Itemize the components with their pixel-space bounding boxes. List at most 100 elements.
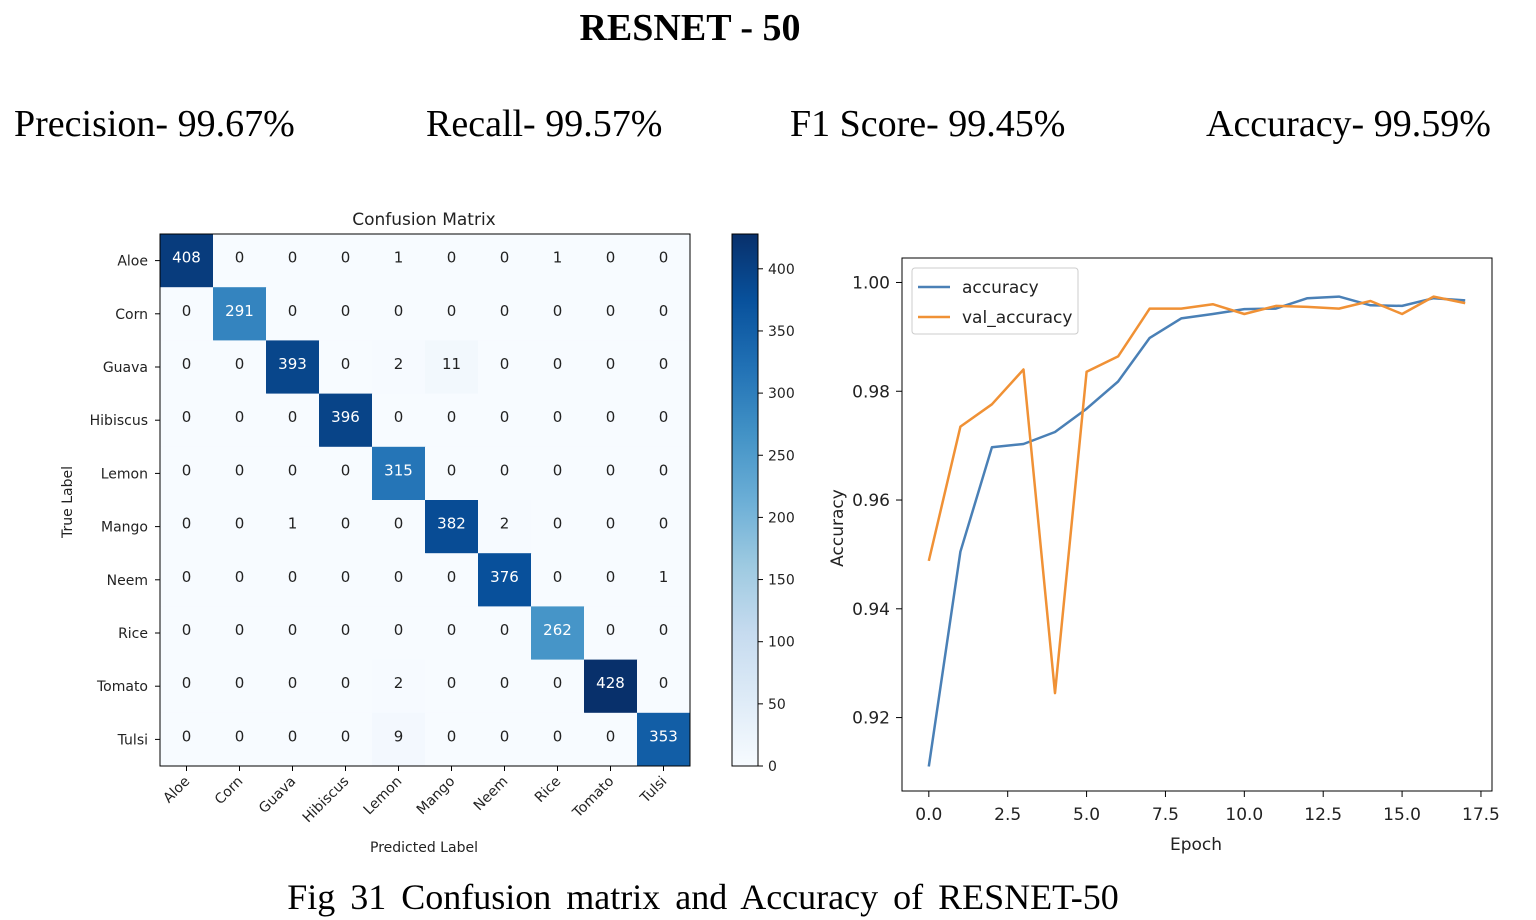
cm-value-aloe-lemon: 1 bbox=[394, 249, 404, 267]
cm-value-hibiscus-corn: 0 bbox=[235, 408, 245, 426]
cm-value-lemon-rice: 0 bbox=[553, 461, 563, 479]
cm-xtick-rice: Rice bbox=[532, 774, 564, 806]
cm-cell-mango-aloe bbox=[160, 500, 214, 554]
cm-cell-mango-mango bbox=[425, 500, 479, 554]
cm-value-tulsi-tomato: 0 bbox=[606, 727, 616, 745]
accuracy-xtick-5-0: 5.0 bbox=[1073, 805, 1100, 825]
cm-value-hibiscus-lemon: 0 bbox=[394, 408, 404, 426]
cm-cell-neem-corn bbox=[213, 553, 267, 607]
cm-value-aloe-aloe: 408 bbox=[172, 249, 201, 267]
cm-cell-tomato-neem bbox=[478, 659, 532, 714]
cm-value-tomato-rice: 0 bbox=[553, 674, 563, 692]
cm-cell-rice-tomato bbox=[584, 606, 638, 661]
cm-value-corn-tulsi: 0 bbox=[659, 302, 669, 320]
cm-value-hibiscus-neem: 0 bbox=[500, 408, 510, 426]
cm-cell-tulsi-aloe bbox=[160, 712, 214, 767]
cm-cell-rice-rice bbox=[531, 606, 585, 661]
cm-cell-neem-tomato bbox=[584, 553, 638, 607]
cm-cell-neem-tulsi bbox=[637, 553, 691, 607]
cm-cell-lemon-tomato bbox=[584, 446, 638, 501]
colorbar-tick-250: 250 bbox=[768, 448, 795, 464]
cm-cell-tomato-mango bbox=[425, 659, 479, 714]
cm-ytick-tulsi: Tulsi bbox=[117, 732, 148, 748]
cm-value-mango-tulsi: 0 bbox=[659, 515, 669, 533]
cm-value-rice-aloe: 0 bbox=[182, 621, 192, 639]
cm-cell-aloe-mango bbox=[425, 234, 479, 288]
cm-value-neem-guava: 0 bbox=[288, 568, 298, 586]
cm-cell-corn-neem bbox=[478, 287, 532, 341]
cm-value-guava-lemon: 2 bbox=[394, 355, 404, 373]
cm-cell-tomato-corn bbox=[213, 659, 267, 714]
cm-cell-aloe-guava bbox=[266, 234, 320, 288]
cm-value-neem-rice: 0 bbox=[553, 568, 563, 586]
accuracy-xtick-10-0: 10.0 bbox=[1225, 805, 1263, 825]
cm-cell-corn-rice bbox=[531, 287, 585, 341]
cm-cell-guava-mango bbox=[425, 340, 479, 395]
cm-value-rice-guava: 0 bbox=[288, 621, 298, 639]
cm-value-rice-neem: 0 bbox=[500, 621, 510, 639]
series-line-val-accuracy bbox=[927, 295, 1466, 695]
cm-cell-corn-aloe bbox=[160, 287, 214, 341]
cm-cell-rice-mango bbox=[425, 606, 479, 661]
cm-cell-tomato-rice bbox=[531, 659, 585, 714]
cm-value-neem-corn: 0 bbox=[235, 568, 245, 586]
cm-value-hibiscus-tomato: 0 bbox=[606, 408, 616, 426]
cm-cell-aloe-rice bbox=[531, 234, 585, 288]
cm-xtick-hibiscus: Hibiscus bbox=[300, 774, 353, 827]
cm-value-tomato-aloe: 0 bbox=[182, 674, 192, 692]
cm-value-mango-rice: 0 bbox=[553, 515, 563, 533]
cm-value-corn-aloe: 0 bbox=[182, 302, 192, 320]
accuracy-legend: accuracy val_accuracy bbox=[911, 267, 1079, 335]
cm-value-tomato-corn: 0 bbox=[235, 674, 245, 692]
cm-ytick-neem: Neem bbox=[107, 573, 148, 589]
cm-value-tulsi-rice: 0 bbox=[553, 727, 563, 745]
figure-caption: Fig 31 Confusion matrix and Accuracy of … bbox=[287, 877, 1119, 917]
cm-cell-corn-hibiscus bbox=[319, 287, 373, 341]
cm-value-aloe-rice: 1 bbox=[553, 249, 563, 267]
cm-value-rice-corn: 0 bbox=[235, 621, 245, 639]
accuracy-xtick-0-0: 0.0 bbox=[915, 805, 942, 825]
cm-cell-tomato-hibiscus bbox=[319, 659, 373, 714]
cm-value-hibiscus-mango: 0 bbox=[447, 408, 457, 426]
cm-value-hibiscus-rice: 0 bbox=[553, 408, 563, 426]
accuracy-xtick-7-5: 7.5 bbox=[1152, 805, 1179, 825]
cm-cell-neem-guava bbox=[266, 553, 320, 607]
cm-cell-lemon-rice bbox=[531, 446, 585, 501]
cm-value-tulsi-corn: 0 bbox=[235, 727, 245, 745]
cm-cell-mango-corn bbox=[213, 500, 267, 554]
cm-value-tulsi-lemon: 9 bbox=[394, 727, 404, 745]
cm-value-corn-neem: 0 bbox=[500, 302, 510, 320]
cm-cell-lemon-hibiscus bbox=[319, 446, 373, 501]
cm-cell-hibiscus-aloe bbox=[160, 393, 214, 448]
cm-value-mango-hibiscus: 0 bbox=[341, 515, 351, 533]
accuracy-plot-area bbox=[901, 257, 1493, 792]
cm-cell-hibiscus-rice bbox=[531, 393, 585, 448]
cm-cell-lemon-guava bbox=[266, 446, 320, 501]
cm-cell-lemon-neem bbox=[478, 446, 532, 501]
cm-cell-neem-rice bbox=[531, 553, 585, 607]
cm-cell-neem-aloe bbox=[160, 553, 214, 607]
cm-cell-tomato-guava bbox=[266, 659, 320, 714]
confusion-matrix-xlabel: Predicted Label bbox=[370, 840, 478, 856]
colorbar-tick-50: 50 bbox=[768, 697, 786, 713]
cm-cell-lemon-corn bbox=[213, 446, 267, 501]
cm-cell-corn-mango bbox=[425, 287, 479, 341]
cm-ytick-hibiscus: Hibiscus bbox=[90, 413, 148, 429]
cm-cell-tomato-aloe bbox=[160, 659, 214, 714]
cm-cell-tulsi-mango bbox=[425, 712, 479, 767]
cm-cell-guava-rice bbox=[531, 340, 585, 395]
cm-cell-aloe-lemon bbox=[372, 234, 426, 288]
cm-xtick-tomato: Tomato bbox=[569, 774, 617, 822]
cm-ytick-tomato: Tomato bbox=[96, 679, 148, 695]
accuracy-ylabel: Accuracy bbox=[828, 489, 848, 567]
cm-value-rice-hibiscus: 0 bbox=[341, 621, 351, 639]
cm-cell-hibiscus-guava bbox=[266, 393, 320, 448]
cm-cell-guava-hibiscus bbox=[319, 340, 373, 395]
cm-xtick-lemon: Lemon bbox=[361, 774, 406, 819]
cm-cell-tulsi-lemon bbox=[372, 712, 426, 767]
accuracy-xtick-17-5: 17.5 bbox=[1462, 805, 1500, 825]
cm-value-corn-guava: 0 bbox=[288, 302, 298, 320]
cm-cell-neem-mango bbox=[425, 553, 479, 607]
colorbar-tick-0: 0 bbox=[768, 759, 777, 775]
cm-cell-rice-corn bbox=[213, 606, 267, 661]
